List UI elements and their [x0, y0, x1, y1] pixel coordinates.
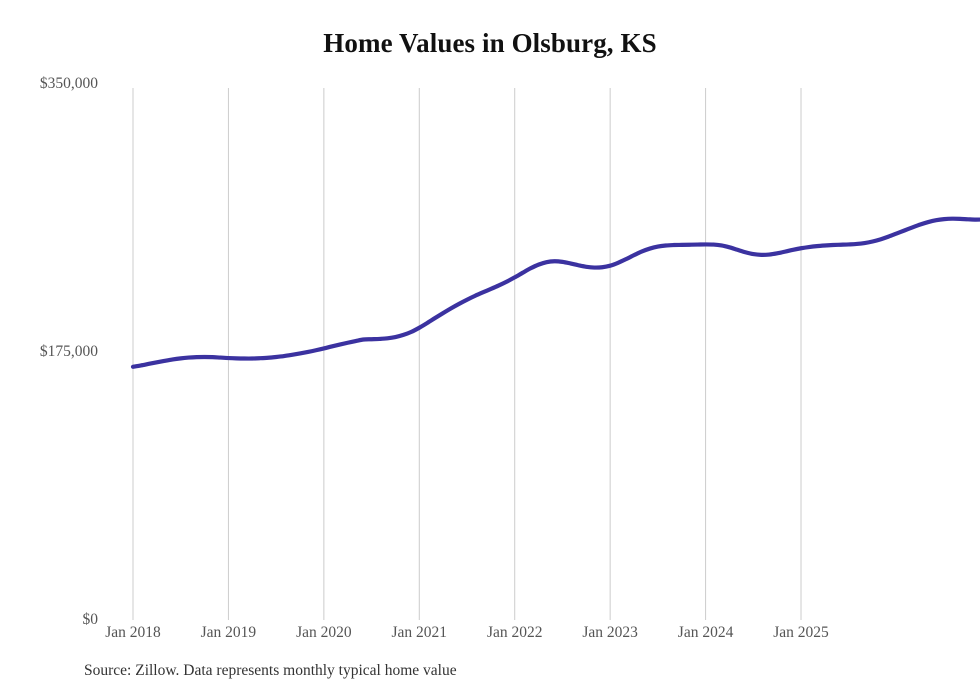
x-axis-tick-label: Jan 2020 [296, 624, 352, 641]
x-axis-tick-label: Jan 2024 [677, 624, 734, 641]
y-axis-tick-label: $350,000 [39, 75, 98, 92]
x-axis-tick-label: Jan 2019 [200, 624, 257, 641]
y-axis-tick-label: $0 [82, 611, 99, 628]
x-axis-tick-label: Jan 2025 [773, 624, 829, 641]
y-axis-tick-label: $175,000 [39, 343, 98, 360]
x-axis-tick-label: Jan 2018 [105, 624, 161, 641]
x-axis-tick-label: Jan 2021 [391, 624, 448, 641]
data-line-typical-home-value [130, 216, 980, 369]
x-axis-tick-label: Jan 2022 [486, 624, 543, 641]
chart-title: Home Values in Olsburg, KS [323, 28, 657, 58]
source-note: Source: Zillow. Data represents monthly … [84, 662, 457, 679]
x-axis-tick-label: Jan 2023 [582, 624, 638, 641]
gridlines [132, 88, 802, 620]
